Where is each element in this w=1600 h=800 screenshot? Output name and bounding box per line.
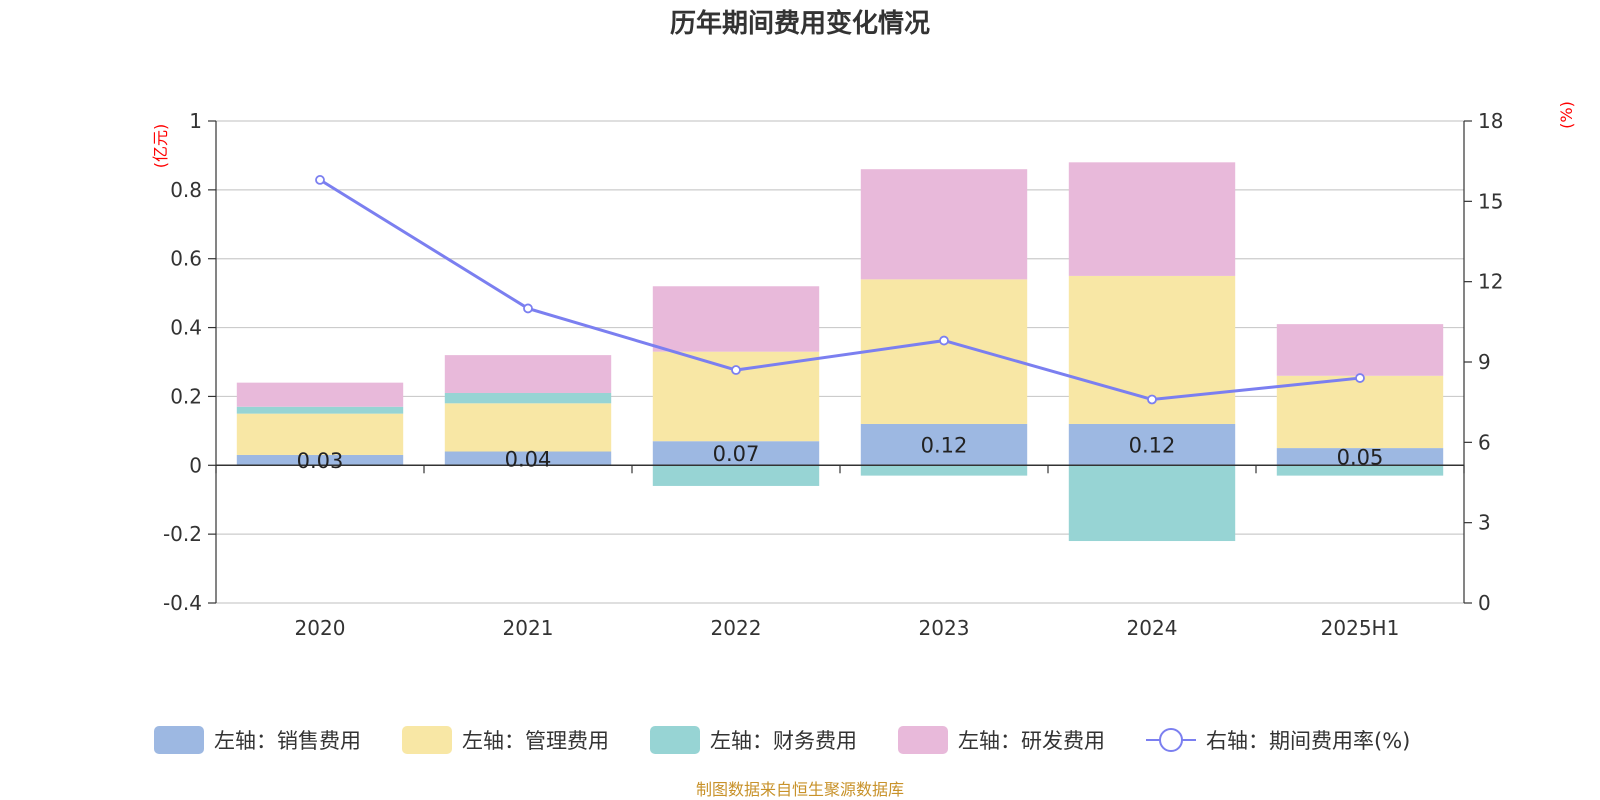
right-axis-tick-label: 6	[1478, 430, 1491, 454]
bar-segment	[1068, 465, 1236, 542]
left-axis-tick-label: 0.2	[170, 384, 202, 408]
bar-segment	[860, 465, 1028, 476]
expense-rate-point	[1355, 373, 1365, 383]
left-axis-tick-label: -0.4	[163, 591, 202, 615]
left-axis-tick-label: 0	[189, 453, 202, 477]
expense-rate-point	[939, 335, 949, 346]
bar-segment	[860, 423, 1028, 466]
right-axis-unit: (%)	[1557, 101, 1576, 129]
grid-lines	[216, 120, 1464, 604]
bar-segment	[236, 382, 404, 407]
legend-label: 左轴：管理费用	[462, 729, 609, 753]
data-labels: 0.03 0.04 0.07 0.12 0.12 0.05	[297, 434, 1384, 473]
bar-segment	[1276, 448, 1444, 466]
data-label: 0.03	[297, 449, 344, 473]
bar-segment	[236, 454, 404, 466]
legend-item: 左轴：财务费用	[650, 726, 857, 754]
bar-segment	[1276, 465, 1444, 476]
bar-segment	[652, 441, 820, 466]
left-axis-tick-label: 1	[189, 109, 202, 133]
chart-title: 历年期间费用变化情况	[670, 8, 930, 39]
right-axis-tick-label: 12	[1478, 270, 1503, 294]
x-axis-tick-label: 2020	[295, 616, 346, 640]
expense-rate-line	[315, 175, 1365, 405]
left-axis-tick-label: -0.2	[163, 522, 202, 546]
x-axis-tick-label: 2022	[711, 616, 762, 640]
axes: 1 0.8 0.6 0.4 0.2 0 -0.2 -0.4 18 15 12 9 6 3 0 2020 2021…	[163, 109, 1503, 640]
right-axis-tick-label: 18	[1478, 109, 1503, 133]
left-axis-tick-label: 0.4	[170, 316, 202, 340]
left-axis-tick-label: 0.8	[170, 178, 202, 202]
expense-rate-point	[1147, 394, 1157, 405]
legend-swatch	[154, 726, 204, 754]
x-axis-tick-label: 2021	[503, 616, 554, 640]
bar-segment	[1276, 324, 1444, 376]
bar-segment	[444, 403, 612, 452]
expense-rate-point	[523, 303, 533, 314]
x-axis-tick-label: 2025H1	[1321, 616, 1400, 640]
expense-rate-point	[731, 365, 741, 375]
legend: 左轴：销售费用 左轴：管理费用 左轴：财务费用 左轴：研发费用 右轴：期间费用率(%)	[154, 726, 1410, 754]
bar-segment	[444, 355, 612, 393]
right-axis-tick-label: 0	[1478, 591, 1491, 615]
source-note: 制图数据来自恒生聚源数据库	[696, 780, 904, 799]
bar-segment	[652, 286, 820, 352]
right-axis-tick-label: 3	[1478, 511, 1491, 535]
bar-segment	[860, 279, 1028, 424]
bar-segment	[1068, 162, 1236, 276]
legend-swatch	[402, 726, 452, 754]
legend-item: 右轴：期间费用率(%)	[1146, 728, 1410, 753]
legend-label: 右轴：期间费用率(%)	[1206, 729, 1410, 753]
left-axis-unit: (亿元)	[151, 124, 170, 169]
bar-segment	[236, 413, 404, 455]
left-axis-tick-label: 0.6	[170, 247, 202, 271]
right-axis-tick-label: 15	[1478, 189, 1503, 213]
x-axis-tick-label: 2023	[919, 616, 970, 640]
bar-segment	[652, 351, 820, 442]
right-axis-tick-label: 9	[1478, 350, 1491, 374]
data-label: 0.05	[1337, 446, 1384, 470]
legend-swatch	[650, 726, 700, 754]
bar-segment	[444, 451, 612, 466]
data-label: 0.12	[921, 434, 968, 458]
expense-rate-point	[315, 175, 325, 185]
bar-segment	[1068, 423, 1236, 466]
bar-segment	[1276, 375, 1444, 449]
bar-segment	[236, 406, 404, 414]
data-label: 0.07	[713, 442, 760, 466]
legend-label: 左轴：研发费用	[958, 729, 1105, 753]
legend-item: 左轴：销售费用	[154, 726, 361, 754]
legend-swatch	[898, 726, 948, 754]
expense-rate-polyline	[319, 178, 1361, 402]
bars	[236, 162, 1444, 542]
bar-segment	[860, 169, 1028, 280]
x-axis-tick-label: 2024	[1127, 616, 1178, 640]
bar-segment	[444, 392, 612, 404]
legend-item: 左轴：管理费用	[402, 726, 609, 754]
bar-segment	[652, 465, 820, 486]
data-label: 0.12	[1129, 434, 1176, 458]
legend-marker	[1159, 728, 1183, 752]
legend-label: 左轴：销售费用	[214, 729, 361, 753]
legend-item: 左轴：研发费用	[898, 726, 1105, 754]
data-label: 0.04	[505, 447, 552, 471]
legend-label: 左轴：财务费用	[710, 729, 857, 753]
